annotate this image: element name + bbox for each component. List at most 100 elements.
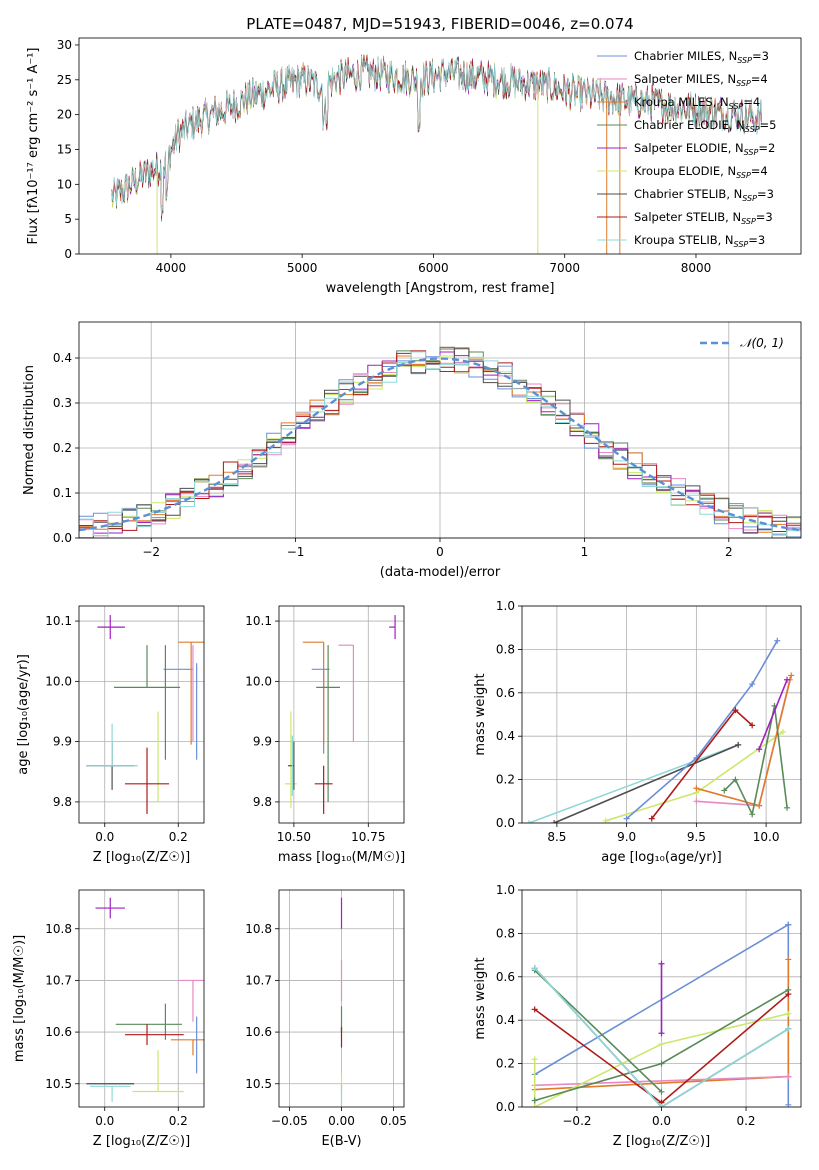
errorbar-kroupa-stelib <box>90 1085 131 1102</box>
y-tick-label: 0.2 <box>496 773 515 787</box>
histogram-kroupa-stelib <box>79 351 801 538</box>
y-tick-label: 5 <box>64 212 72 226</box>
errorbar-kroupa-miles <box>302 641 325 745</box>
panel-mass-vs-EBV: −0.05 0.00 0.05 10.5 10.6 10.7 10.8 E(B-V) <box>245 889 407 1149</box>
weight-marker <box>785 1010 792 1017</box>
errorbar-kroupa-elodie <box>284 711 297 808</box>
axes-frame <box>278 889 405 1108</box>
weight-marker <box>732 776 739 783</box>
legend-entry: 𝒩(0, 1) <box>740 336 784 350</box>
y-tick-label: 9.8 <box>253 795 272 809</box>
weight-marker <box>756 746 763 753</box>
y-tick-label: 0.6 <box>496 970 515 984</box>
x-tick-label: 4000 <box>156 261 187 275</box>
y-tick-label: 10.0 <box>45 674 72 688</box>
errorbar-salpeter-stelib <box>124 1024 184 1045</box>
x-tick-label: 0.0 <box>95 1114 114 1128</box>
x-tick-label: 6000 <box>418 261 449 275</box>
y-tick-label: 1.0 <box>496 883 515 897</box>
y-tick-label: 10.1 <box>245 614 272 628</box>
weight-marker <box>785 991 792 998</box>
y-axis-label: mass weight <box>473 673 488 755</box>
axes-frame <box>521 605 802 824</box>
plot-area-weight-vs-age <box>525 637 795 823</box>
normal-curve <box>79 357 801 532</box>
x-axis-label: Z [log₁₀(Z/Z☉)] <box>93 1134 190 1149</box>
y-tick-label: 9.9 <box>53 735 72 749</box>
weight-marker <box>749 722 756 729</box>
x-axis-label: age [log₁₀(age/yr)] <box>601 850 722 865</box>
errorbar-salpeter-stelib <box>124 747 170 814</box>
weight-marker <box>785 921 792 928</box>
y-tick-label: 0.8 <box>496 642 515 656</box>
x-tick-label: 0.2 <box>169 830 188 844</box>
errorbar-kroupa-stelib <box>86 723 138 767</box>
x-axis-label: Z [log₁₀(Z/Z☉)] <box>93 850 190 865</box>
errorbar-kroupa-elodie <box>132 1050 184 1093</box>
errorbar-kroupa-miles <box>170 1039 204 1056</box>
x-tick-label: 7000 <box>549 261 580 275</box>
x-tick-label: 0.2 <box>736 1114 755 1128</box>
weight-marker <box>788 672 795 679</box>
weight-marker <box>735 741 742 748</box>
y-tick-label: 10.8 <box>245 922 272 936</box>
weight-line-kroupa-stelib <box>528 744 739 823</box>
weight-marker <box>531 1104 538 1107</box>
weight-marker <box>756 802 763 809</box>
axes-frame <box>278 605 405 824</box>
y-tick-label: 0.4 <box>496 729 515 743</box>
y-tick-label: 10.1 <box>45 614 72 628</box>
x-axis-label: (data-model)/error <box>380 565 501 580</box>
y-tick-label: 0.4 <box>53 351 72 365</box>
plot-area-age-vs-Z <box>86 615 204 814</box>
panels: 4000 5000 6000 7000 8000051015202530waveleng… <box>12 37 802 1149</box>
x-axis-label: wavelength [Angstrom, rest frame] <box>326 281 555 296</box>
legend-entry: Kroupa ELODIE, NSSP=4 <box>634 164 768 180</box>
y-tick-label: 0.4 <box>496 1013 515 1027</box>
plot-area-residuals <box>79 346 801 538</box>
weight-marker <box>693 785 700 792</box>
weight-marker <box>749 681 756 688</box>
weight-marker <box>551 820 558 823</box>
y-tick-label: 0.3 <box>53 396 72 410</box>
weight-line-salpeter-elodie <box>758 679 788 750</box>
panel-weight-vs-Z: −0.2 0.0 0.2 0.0 0.2 0.4 0.6 0.8 1.0 Z [log₁₀(Z/Z… <box>473 883 802 1149</box>
spectrum-line-kroupa-stelib <box>111 56 762 216</box>
weight-marker <box>721 787 728 794</box>
x-tick-label: 8.5 <box>547 830 566 844</box>
y-tick-label: 0.2 <box>53 441 72 455</box>
y-tick-label: 0.0 <box>496 1100 515 1114</box>
legend-entry: Kroupa STELIB, NSSP=3 <box>634 233 765 249</box>
y-tick-label: 20 <box>57 108 72 122</box>
x-tick-label: 10.50 <box>277 830 311 844</box>
weight-line-kroupa-elodie <box>605 731 784 822</box>
weight-marker <box>658 1088 665 1095</box>
x-axis-label: Z [log₁₀(Z/Z☉)] <box>613 1134 710 1149</box>
weight-marker <box>785 956 792 963</box>
plot-area-spectrum <box>111 54 762 254</box>
axes-frame <box>78 37 802 255</box>
axes-frame <box>521 889 802 1108</box>
x-tick-label: 0.2 <box>169 1114 188 1128</box>
x-tick-label: −0.2 <box>562 1114 591 1128</box>
errorbar-salpeter-miles <box>178 979 204 1022</box>
y-tick-label: 0 <box>64 247 72 261</box>
x-tick-label: 8000 <box>681 261 712 275</box>
x-tick-label: 5000 <box>287 261 318 275</box>
y-tick-label: 0.0 <box>53 531 72 545</box>
legend: Chabrier MILES, NSSP=3 Salpeter MILES, NS… <box>597 49 776 249</box>
legend-entry: Salpeter STELIB, NSSP=3 <box>634 210 773 226</box>
errorbar-salpeter-elodie <box>389 615 396 640</box>
y-tick-label: 15 <box>57 142 72 156</box>
y-tick-label: 10.6 <box>245 1025 272 1039</box>
legend-entry: Chabrier MILES, NSSP=3 <box>634 49 769 65</box>
y-tick-label: 10 <box>57 177 72 191</box>
legend-entry: Salpeter ELODIE, NSSP=2 <box>634 141 775 157</box>
x-tick-label: 10.0 <box>753 830 780 844</box>
legend: 𝒩(0, 1) <box>700 336 784 350</box>
panel-mass-vs-Z: 0.0 0.2 10.5 10.6 10.7 10.8 Z [log₁₀(Z/Z☉)] mas… <box>12 889 205 1149</box>
x-tick-label: 0.0 <box>652 1114 671 1128</box>
panel-weight-vs-age: 8.5 9.0 9.5 10.0 0.0 0.2 0.4 0.6 0.8 1.0 age [log₁… <box>473 599 802 865</box>
panel-age-vs-Z: 0.0 0.2 9.8 9.9 10.0 10.1 Z [log₁₀(Z/Z☉)] age [… <box>16 605 205 865</box>
